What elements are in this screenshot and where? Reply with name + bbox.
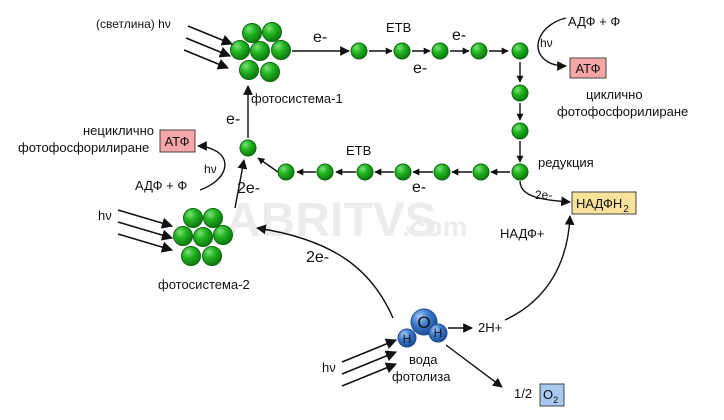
nadph-box [571, 191, 637, 215]
photosystem-1-label: фотосистема-1 [251, 91, 343, 106]
atp-label-left: АТФ [164, 134, 189, 149]
h-to-nadph-arrow [504, 215, 575, 321]
etc-bottom-carriers [239, 139, 529, 181]
hydrogen-atom-2 [428, 323, 448, 343]
two-e-nadp-label: 2e- [535, 188, 552, 202]
half-o2-label: 1/2 [514, 386, 532, 401]
noncyclic-label-2: фотофосфорилиране [18, 140, 149, 155]
hydrogen-atom-1-label: H [403, 332, 412, 346]
light-label-water: hν [322, 360, 336, 375]
watermark: ABRITVS .com [226, 194, 467, 247]
o2-label: O2 [543, 387, 558, 405]
water-to-ps2-arrow [256, 224, 394, 319]
e-label-top-low: e- [413, 60, 427, 77]
atp-label-top: АТФ [575, 61, 600, 76]
light-label-ps2: hν [98, 208, 112, 223]
two-e-water-label: 2e- [306, 249, 329, 266]
etc-top-chain [292, 46, 524, 163]
hydrogen-atom-2-label: H [434, 326, 443, 340]
noncyclic-atp-arrow [197, 141, 226, 191]
photosystem-2-label: фотосистема-2 [158, 277, 250, 292]
water-label: вода [409, 352, 438, 367]
oxygen-atom-label: O [417, 313, 430, 332]
reduction-arrow [519, 180, 571, 207]
cyclic-label-1: циклично [586, 87, 643, 102]
photosystem-2-cluster [173, 208, 233, 266]
watermark-main: ABRITVS [226, 194, 437, 247]
noncyclic-label-1: нециклично [83, 123, 154, 138]
ps2-to-chain-arrow [234, 159, 248, 209]
e-label-ps1-in: e- [226, 111, 240, 128]
light-arrows-water [341, 338, 398, 387]
photosystem-1-cluster [230, 22, 291, 82]
e-label-top-mid: e- [452, 27, 466, 44]
hv-label-left: hν [204, 162, 217, 176]
cyclic-atp-arrow [537, 17, 567, 71]
hydrogen-atom-1 [397, 328, 417, 348]
etc-top-carriers [350, 42, 529, 140]
light-arrows-ps1 [183, 25, 234, 70]
cyclic-label-2: фотофосфорилиране [557, 104, 688, 119]
adp-p-top: АДФ + Ф [568, 14, 620, 29]
o2-box [539, 383, 565, 407]
two-e-up-label: 2e- [237, 180, 260, 197]
nadph-label: НАДФН2 [576, 196, 629, 215]
water-to-o2-arrow [445, 344, 503, 388]
atp-box-left [159, 129, 196, 153]
water-molecule: O H H [397, 308, 448, 348]
e-label-ps1-out: e- [313, 29, 327, 46]
nadp-label: НАДФ+ [500, 226, 544, 241]
adp-p-left: АДФ + Ф [135, 178, 187, 193]
etc-bottom-label: ЕТВ [346, 143, 371, 158]
atp-box-top [569, 57, 607, 79]
watermark-suffix: .com [402, 211, 467, 242]
etc-bottom-chain [243, 85, 510, 176]
hv-label-top: hν [540, 36, 553, 50]
reduction-label: редукция [538, 155, 594, 170]
etc-top-label: ЕТВ [386, 20, 411, 35]
two-h-label: 2H+ [478, 320, 502, 335]
light-arrows-ps2 [117, 209, 174, 253]
e-label-bottom: e- [412, 179, 426, 196]
light-label-ps1: (светлина) hν [96, 17, 171, 31]
photolysis-label: фотолиза [392, 369, 451, 384]
